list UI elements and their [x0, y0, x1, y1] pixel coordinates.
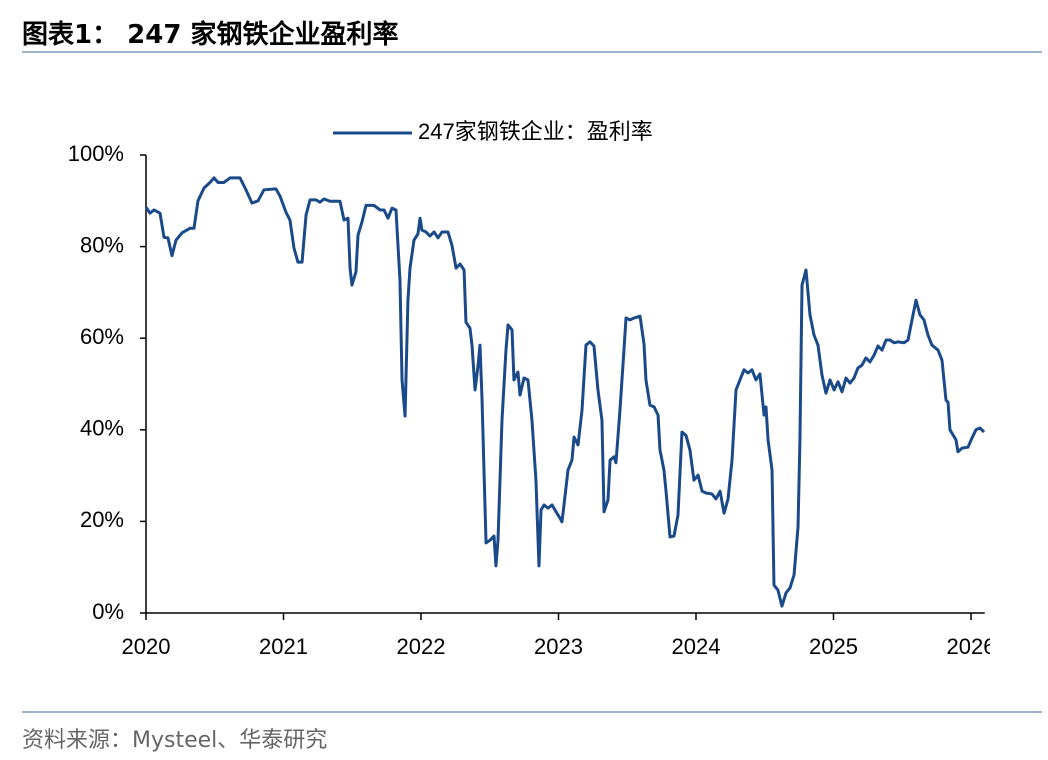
x-tick-label: 2022	[397, 634, 446, 659]
bottom-rule	[22, 711, 1042, 713]
figure-title: 图表1： 247 家钢铁企业盈利率	[22, 20, 399, 50]
y-tick-label: 40%	[80, 416, 124, 441]
y-tick-label: 60%	[80, 324, 124, 349]
legend-label: 247家钢铁企业：盈利率	[418, 119, 653, 144]
x-axis-labels: 2020 2021 2022 2023 2024 2025 2026	[122, 634, 996, 659]
x-tick-label: 2025	[809, 634, 858, 659]
series-line	[144, 176, 986, 608]
x-tick-label: 2021	[259, 634, 308, 659]
y-tick-label: 20%	[80, 507, 124, 532]
y-tick-label: 80%	[80, 232, 124, 257]
x-tick-label: 2020	[122, 634, 171, 659]
y-tick-label: 100%	[68, 141, 124, 166]
top-rule	[22, 51, 1042, 53]
y-tick-label: 0%	[92, 599, 124, 624]
x-tick-label: 2023	[534, 634, 583, 659]
source-note: 资料来源：Mysteel、华泰研究	[22, 728, 328, 753]
x-tick-label: 2026	[947, 634, 996, 659]
x-tick-label: 2024	[672, 634, 721, 659]
